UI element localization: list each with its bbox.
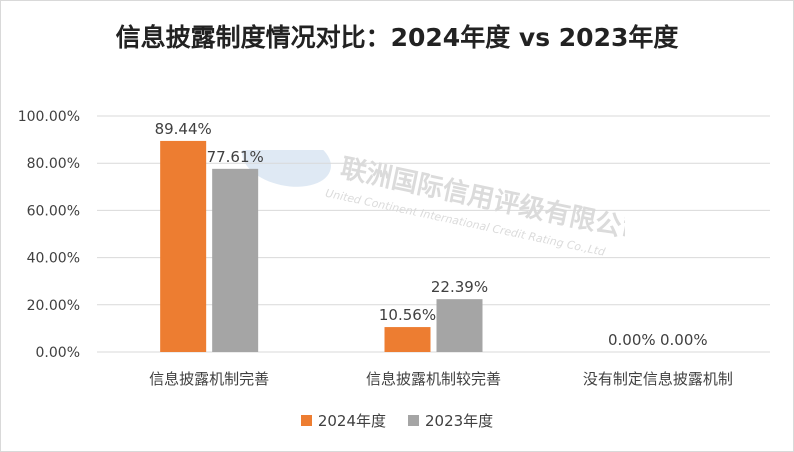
- chart-title: 信息披露制度情况对比：2024年度 vs 2023年度: [115, 23, 679, 52]
- data-label: 22.39%: [431, 278, 488, 296]
- data-label: 10.56%: [379, 306, 436, 324]
- legend-item-2023: 2023年度: [408, 410, 493, 431]
- legend-swatch-2023: [408, 415, 419, 426]
- x-tick-label: 没有制定信息披露机制: [583, 370, 733, 388]
- bar: [384, 327, 431, 352]
- legend-item-2024: 2024年度: [300, 410, 386, 431]
- data-label: 0.00%: [660, 331, 708, 349]
- data-label: 77.61%: [207, 148, 264, 166]
- y-tick-label: 40.00%: [27, 251, 80, 267]
- bar: [160, 140, 207, 352]
- x-tick-label: 信息披露机制完善: [149, 370, 269, 388]
- legend-label-2023: 2023年度: [425, 412, 494, 430]
- x-tick-label: 信息披露机制较完善: [366, 370, 501, 388]
- y-tick-label: 0.00%: [36, 345, 80, 361]
- data-label: 89.44%: [155, 120, 212, 138]
- y-tick-label: 80.00%: [27, 156, 80, 172]
- data-label: 0.00%: [608, 331, 656, 349]
- bar: [212, 168, 259, 352]
- legend-label-2024: 2024年度: [317, 412, 386, 430]
- legend: 2024年度 2023年度: [0, 410, 794, 431]
- bar: [436, 299, 483, 352]
- y-tick-label: 20.00%: [27, 298, 80, 314]
- y-tick-label: 60.00%: [27, 203, 80, 219]
- y-tick-label: 100.00%: [18, 109, 80, 125]
- legend-swatch-2024: [300, 415, 312, 426]
